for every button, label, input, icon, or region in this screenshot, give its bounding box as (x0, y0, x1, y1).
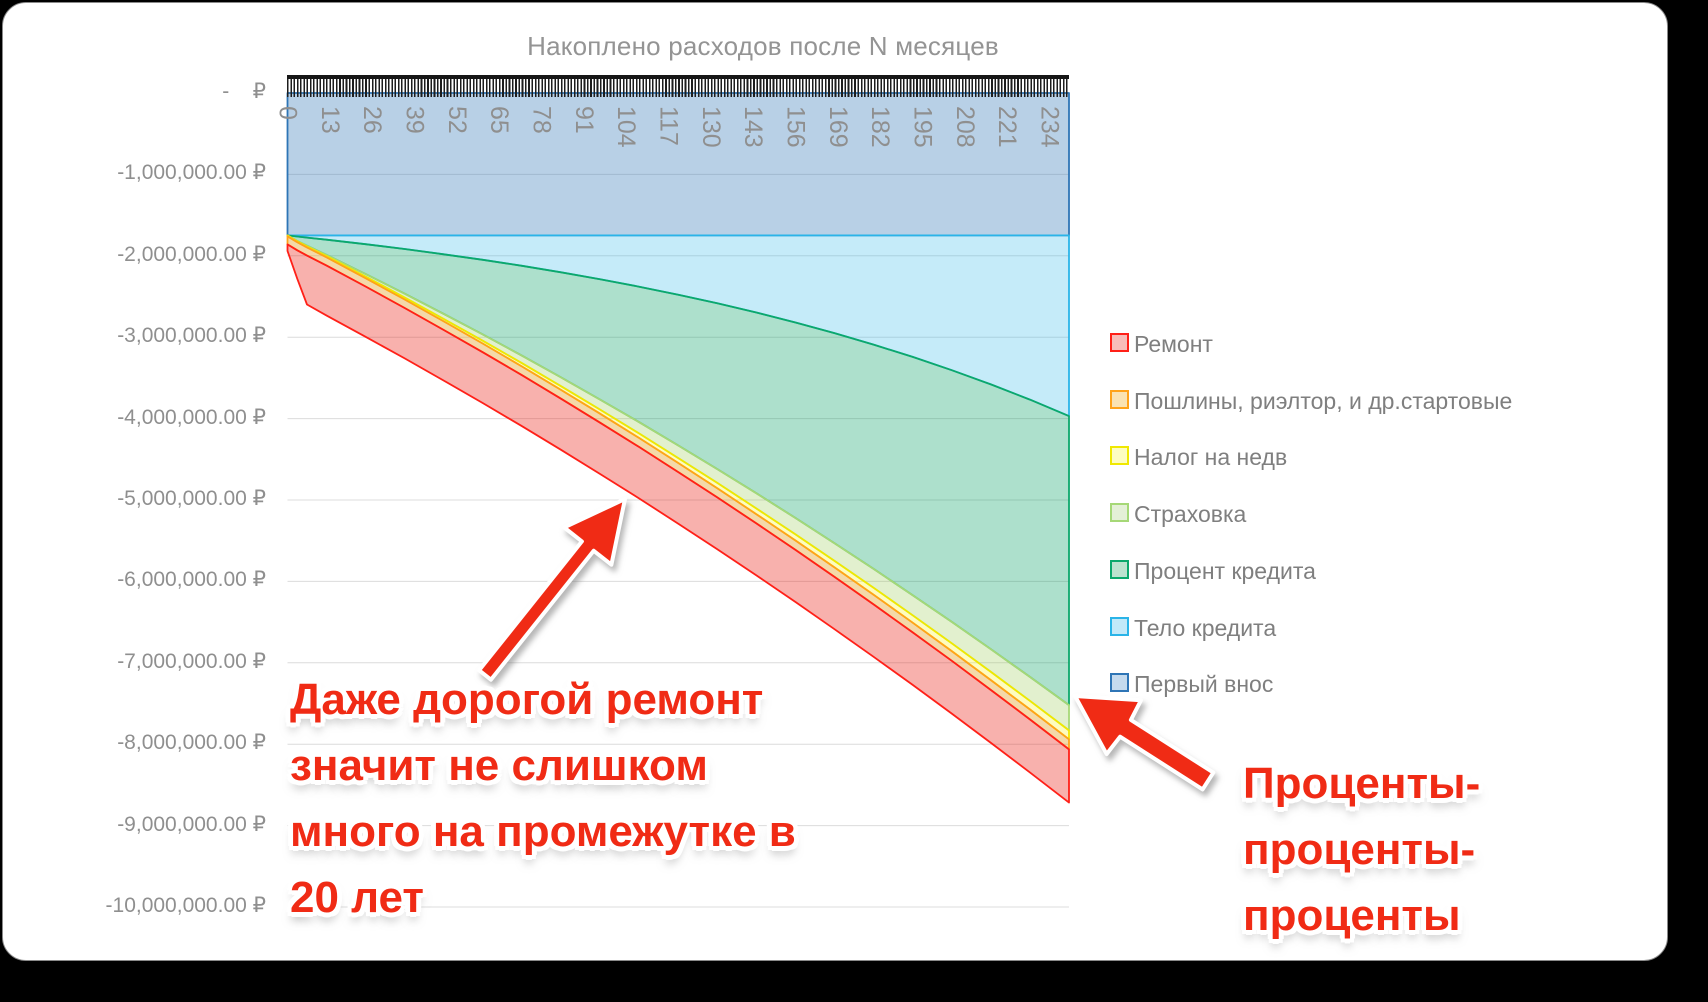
x-axis-tick-label: 195 (908, 106, 937, 148)
annotation-line: 20 лет (290, 873, 424, 922)
x-axis-tick-label: 78 (527, 106, 556, 134)
stacked-area-chart (286, 92, 1216, 908)
annotation-interest-note: Проценты-проценты-проценты (1243, 751, 1480, 949)
x-axis-tick-label: 221 (993, 106, 1022, 148)
legend-swatch-icon (1110, 503, 1129, 523)
x-axis-tick-label: 52 (442, 106, 471, 134)
y-axis-label: -2,000,000.00 ₽ (117, 242, 266, 266)
annotation-line: много на промежутке в (290, 807, 796, 856)
legend-label: Пошлины, риэлтор, и др.стартовые (1134, 387, 1513, 414)
y-axis-label: -4,000,000.00 ₽ (117, 405, 266, 429)
legend-label: Налог на недв (1134, 444, 1288, 471)
legend-label: Страховка (1134, 501, 1247, 528)
x-axis-tick-label: 39 (400, 106, 429, 134)
x-axis-tick-band (287, 75, 1069, 97)
y-axis-label: -8,000,000.00 ₽ (117, 731, 266, 755)
y-axis-label: -7,000,000.00 ₽ (117, 649, 266, 673)
x-axis-tick-label: 169 (823, 106, 852, 148)
legend-label: Ремонт (1134, 331, 1213, 357)
legend-swatch-icon (1110, 559, 1129, 579)
x-axis-tick-label: 130 (696, 106, 725, 148)
y-axis-label: -1,000,000.00 ₽ (117, 161, 266, 185)
y-axis-label: -9,000,000.00 ₽ (117, 812, 266, 836)
arrow-to-renovation-band (477, 497, 627, 682)
x-axis-tick-label: 104 (612, 106, 641, 148)
x-axis-tick-label: 182 (866, 106, 895, 148)
legend-label: Тело кредита (1134, 614, 1277, 641)
annotation-line: значит не слишком (290, 741, 708, 790)
annotation-line: проценты (1243, 891, 1461, 940)
x-axis-tick-label: 0 (273, 106, 302, 120)
annotation-renovation-note: Даже дорогой ремонт значит не слишком мног… (290, 667, 796, 931)
x-axis-tick-label: 143 (739, 106, 768, 148)
x-axis-tick-label: 13 (315, 106, 344, 134)
legend-swatch-icon (1110, 446, 1129, 466)
chart-title: Накоплено расходов после N месяцев (527, 31, 999, 61)
legend-swatch-icon (1110, 673, 1129, 693)
x-axis-tick-label: 234 (1035, 106, 1064, 148)
annotation-line: Проценты- (1243, 759, 1481, 808)
chart-window: Накоплено расходов после N месяцев - ₽ -1… (2, 2, 1668, 961)
x-axis-tick-label: 26 (358, 106, 387, 134)
y-axis-label: -3,000,000.00 ₽ (117, 324, 266, 348)
x-axis-tick-label: 91 (569, 106, 598, 134)
legend-swatch-icon (1110, 616, 1129, 636)
legend-swatch-icon (1110, 333, 1129, 352)
annotation-line: проценты- (1243, 825, 1476, 874)
legend-label: Первый внос (1134, 671, 1274, 698)
x-axis-tick-label: 208 (950, 106, 979, 148)
annotation-line: Даже дорогой ремонт (290, 675, 764, 724)
y-axis-label: - ₽ (222, 80, 266, 103)
y-axis-label: -5,000,000.00 ₽ (117, 487, 266, 510)
legend-label: Процент кредита (1134, 557, 1316, 584)
x-axis-tick-label: 156 (781, 106, 810, 148)
area-series-Ремонт (286, 243, 1070, 804)
legend-swatch-icon (1110, 389, 1129, 409)
y-axis-label: -10,000,000.00 ₽ (105, 894, 266, 917)
arrow-to-interest-corner (1073, 694, 1216, 792)
x-axis-tick-label: 117 (654, 106, 683, 146)
y-axis-label: -6,000,000.00 ₽ (117, 568, 266, 592)
x-axis-tick-label: 65 (485, 106, 514, 134)
gridlines (287, 173, 1069, 908)
